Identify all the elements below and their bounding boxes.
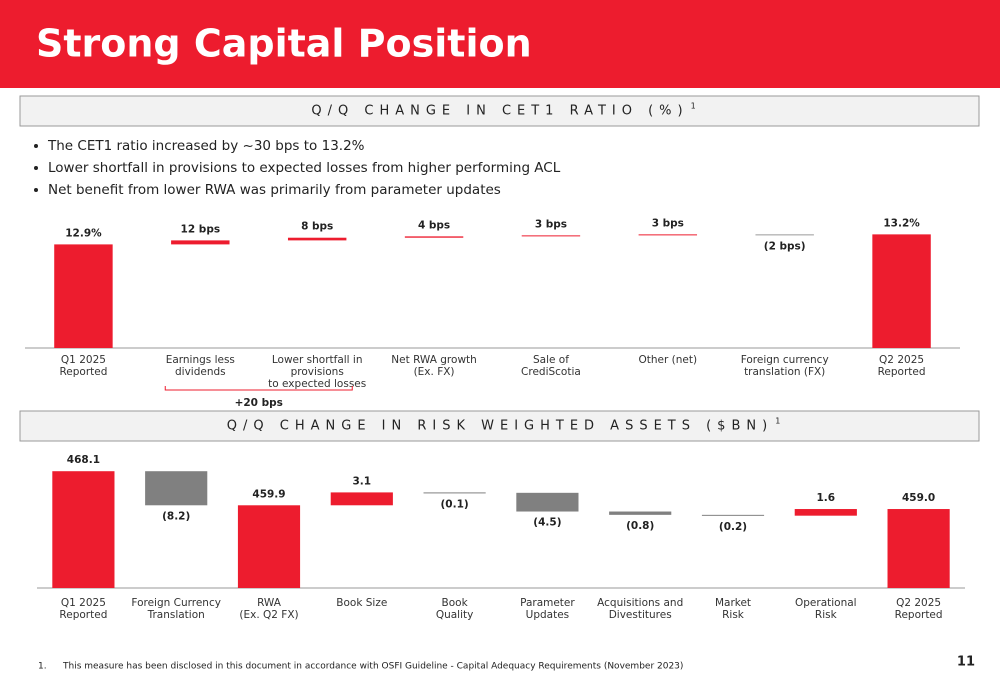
category-label: Sale of: [533, 354, 569, 366]
category-label: Risk: [815, 609, 838, 621]
value-label: 12 bps: [181, 223, 221, 235]
bar: [145, 471, 208, 506]
category-label: dividends: [175, 366, 226, 378]
category-label: provisions: [291, 366, 344, 378]
value-label: 468.1: [67, 454, 100, 466]
category-label: Foreign Currency: [131, 597, 221, 609]
section-title-note: 1: [775, 417, 780, 426]
category-label: Q2 2025: [879, 354, 924, 366]
category-label: Earnings less: [166, 354, 235, 366]
category-label: (Ex. Q2 FX): [239, 609, 298, 621]
bar: [887, 509, 950, 588]
bar: [52, 471, 115, 588]
bullet-dot: [34, 188, 38, 192]
footnote-number: 1.: [38, 662, 47, 672]
category-label: Q1 2025: [61, 354, 106, 366]
value-label: 459.9: [252, 488, 285, 500]
bar: [521, 235, 581, 237]
bar: [872, 234, 931, 348]
bullet-dot: [34, 144, 38, 148]
category-label: Translation: [147, 609, 205, 621]
value-label: 3 bps: [652, 217, 684, 229]
bar: [287, 237, 347, 241]
section-box: [19, 95, 980, 127]
category-label: Foreign currency: [741, 354, 829, 366]
category-label: Reported: [59, 366, 107, 378]
page-number: 11: [957, 655, 975, 670]
slide-title: Strong Capital Position: [36, 22, 532, 66]
bracket: [164, 386, 353, 391]
value-label: (8.2): [162, 510, 190, 522]
value-label: 1.6: [816, 492, 835, 504]
category-label: Reported: [59, 609, 107, 621]
value-label: (0.8): [626, 520, 654, 532]
value-label: 3.1: [352, 475, 371, 487]
annotation: +20 bps: [235, 397, 283, 409]
bar: [330, 492, 393, 506]
bar: [423, 492, 486, 494]
category-label: translation (FX): [744, 366, 825, 378]
bar: [755, 234, 814, 236]
section-box: [19, 410, 980, 442]
category-label: to expected losses: [268, 378, 366, 390]
category-label: Market: [715, 597, 751, 609]
category-label: Q1 2025: [61, 597, 106, 609]
category-label: Reported: [895, 609, 943, 621]
bar: [701, 514, 765, 516]
bar: [54, 244, 113, 348]
category-label: Other (net): [639, 354, 698, 366]
bar: [609, 511, 672, 515]
category-label: Parameter: [520, 597, 575, 609]
section-title: Q/Q CHANGE IN CET1 RATIO (%): [311, 104, 688, 119]
value-label: 8 bps: [301, 221, 333, 233]
value-label: (0.1): [440, 498, 468, 510]
bar: [404, 236, 464, 238]
bar: [794, 509, 857, 516]
value-label: 12.9%: [65, 227, 102, 239]
category-label: Reported: [878, 366, 926, 378]
value-label: 4 bps: [418, 219, 450, 231]
section-title-note: 1: [691, 102, 696, 111]
bar: [171, 240, 230, 245]
category-label: Q2 2025: [896, 597, 941, 609]
bullet-text: The CET1 ratio increased by ~30 bps to 1…: [47, 138, 365, 154]
category-label: Book: [442, 597, 469, 609]
value-label: 13.2%: [883, 217, 920, 229]
bullet-dot: [34, 166, 38, 170]
value-label: (0.2): [719, 521, 747, 533]
category-label: Operational: [795, 597, 857, 609]
category-label: Risk: [722, 609, 745, 621]
category-label: Quality: [436, 609, 474, 621]
category-label: CrediScotia: [521, 366, 581, 378]
category-label: Net RWA growth: [391, 354, 477, 366]
bullet-text: Net benefit from lower RWA was primarily…: [48, 182, 501, 198]
bar: [516, 492, 579, 512]
category-label: RWA: [257, 597, 282, 609]
section-title: Q/Q CHANGE IN RISK WEIGHTED ASSETS ($BN): [227, 419, 773, 434]
bar: [237, 505, 301, 588]
footnote-text: This measure has been disclosed in this …: [62, 662, 683, 672]
category-label: Updates: [526, 609, 570, 621]
category-label: Lower shortfall in: [272, 354, 363, 366]
category-label: Acquisitions and: [597, 597, 683, 609]
category-label: (Ex. FX): [414, 366, 455, 378]
header-band: [0, 0, 1000, 88]
value-label: (2 bps): [764, 240, 806, 252]
category-label: Divestitures: [609, 609, 672, 621]
bar: [638, 234, 698, 236]
value-label: (4.5): [533, 517, 561, 529]
bullet-text: Lower shortfall in provisions to expecte…: [48, 160, 561, 176]
category-label: Book Size: [336, 597, 387, 609]
value-label: 3 bps: [535, 218, 567, 230]
value-label: 459.0: [902, 492, 935, 504]
